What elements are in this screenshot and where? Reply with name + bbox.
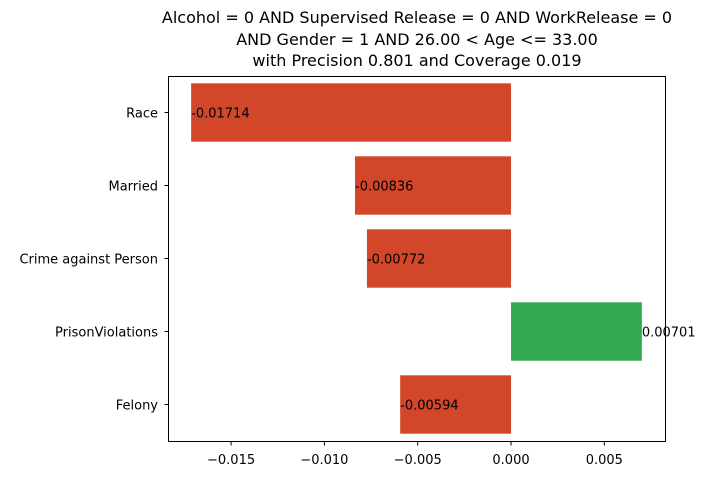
y-tick-label: Crime against Person xyxy=(19,253,158,268)
bars xyxy=(191,83,642,434)
data-label: -0.00594 xyxy=(400,399,458,414)
y-tick-label: Married xyxy=(108,180,158,195)
bar-felony xyxy=(400,375,512,434)
chart-title-line-3: with Precision 0.801 and Coverage 0.019 xyxy=(252,51,581,70)
chart-title: Alcohol = 0 AND Supervised Release = 0 A… xyxy=(162,8,672,70)
plot-frame xyxy=(168,76,666,442)
bar-crime-against-person xyxy=(366,229,512,288)
data-label: -0.00836 xyxy=(355,180,413,195)
bar-married xyxy=(355,156,512,215)
x-tick-label: 0.005 xyxy=(586,453,623,468)
x-tick-label: −0.015 xyxy=(207,453,255,468)
bar-prisonviolations xyxy=(511,302,642,361)
y-tick-label: PrisonViolations xyxy=(55,326,158,341)
x-tick-label: −0.005 xyxy=(394,453,442,468)
data-labels: -0.01714 -0.00836 -0.00772 0.00701 -0.00594 xyxy=(191,107,695,414)
x-tick-label: −0.010 xyxy=(300,453,348,468)
chart-title-line-2: AND Gender = 1 AND 26.00 < Age <= 33.00 xyxy=(236,30,598,49)
x-tick-label: 0.000 xyxy=(492,453,529,468)
y-axis: Race Married Crime against Person PrisonVio… xyxy=(19,107,169,414)
x-axis: −0.015 −0.010 −0.005 0.000 0.005 xyxy=(207,441,623,468)
data-label: -0.00772 xyxy=(367,253,425,268)
data-label: -0.01714 xyxy=(191,107,249,122)
y-tick-label: Felony xyxy=(116,399,159,414)
data-label: 0.00701 xyxy=(642,326,696,341)
chart-title-line-1: Alcohol = 0 AND Supervised Release = 0 A… xyxy=(162,8,672,27)
bar-race xyxy=(191,83,512,142)
y-tick-label: Race xyxy=(126,107,158,122)
